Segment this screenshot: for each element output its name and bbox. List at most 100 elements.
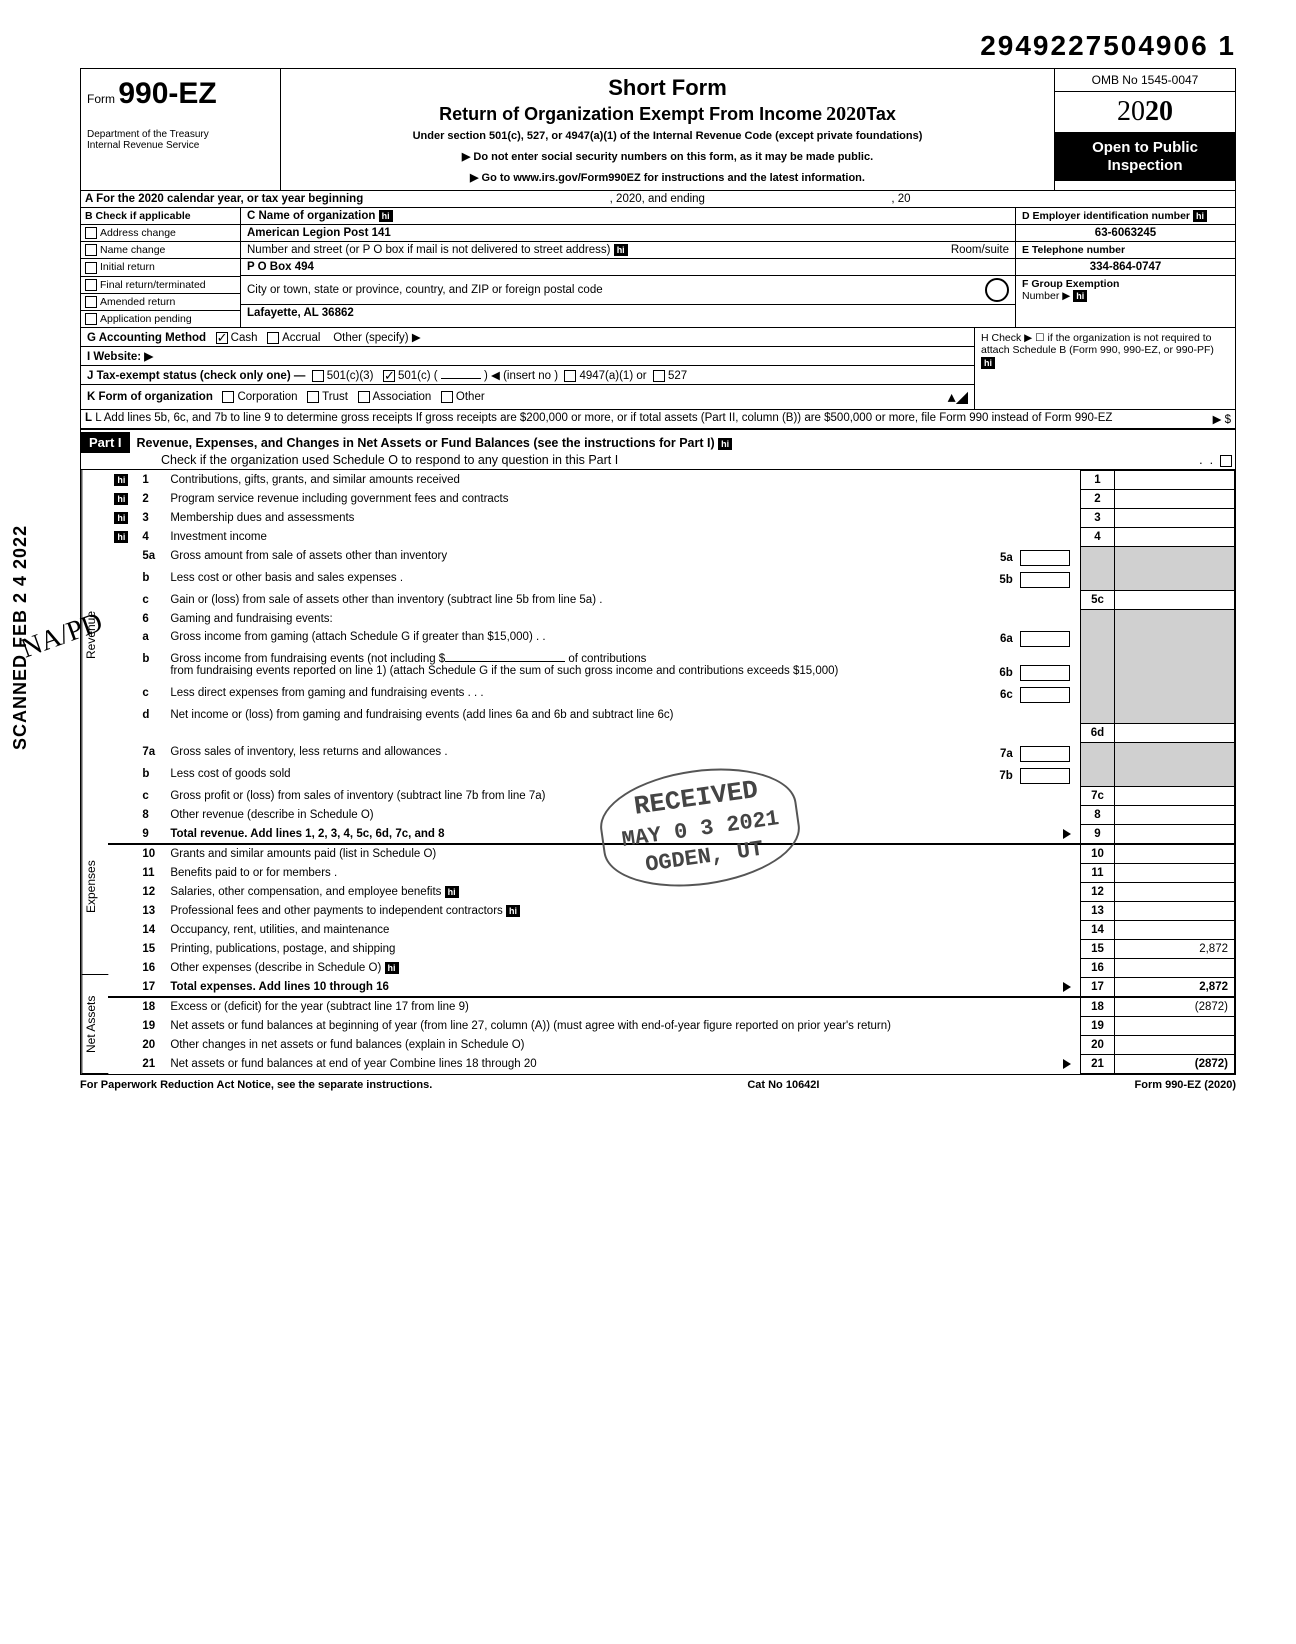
top-document-id: 2949227504906 1 [80,30,1236,62]
line-k: K Form of organization Corporation Trust… [81,385,974,409]
row-e: E Telephone number [1016,242,1235,259]
i-label: I Website: ▶ [87,349,153,363]
city-label: City or town, state or province, country… [247,284,603,296]
k-assoc: Association [373,391,432,403]
footer-right: Form 990-EZ (2020) [1135,1079,1236,1091]
g-other: Other (specify) ▶ [333,332,420,344]
g-label: G Accounting Method [87,332,206,344]
line-4: Investment income [164,528,1080,547]
line-a-mid: , 2020, and ending [610,193,705,205]
help-icon: hi [385,962,399,974]
k-hand-arrow: ▴◢ [948,387,968,407]
lines-table: hi1Contributions, gifts, grants, and sim… [108,470,1235,1074]
line-19: Net assets or fund balances at beginning… [164,1017,1080,1036]
line-l: L L Add lines 5b, 6c, and 7b to line 9 t… [81,410,1235,429]
chk-527[interactable] [653,370,665,382]
line-7c: Gross profit or (loss) from sales of inv… [164,787,1080,806]
title-return-b: Tax [866,104,896,124]
col-cd: C Name of organization hi American Legio… [241,208,1015,327]
dept-irs: Internal Revenue Service [87,140,274,151]
line-6a: Gross income from gaming (attach Schedul… [170,631,545,643]
line-7a: Gross sales of inventory, less returns a… [170,746,447,758]
handwritten-year: 2020 [826,103,866,126]
row-d: D Employer identification number hi [1016,208,1235,225]
chk-application-pending[interactable]: Application pending [81,311,240,327]
chk-initial-return[interactable]: Initial return [81,259,240,276]
line-g: G Accounting Method Cash Accrual Other (… [81,328,974,347]
help-icon: hi [114,474,128,486]
col-b: B Check if applicable Address change Nam… [81,208,241,327]
help-icon: hi [114,531,128,543]
line-j: J Tax-exempt status (check only one) — 5… [81,366,974,385]
header-middle: Short Form Return of Organization Exempt… [281,69,1055,190]
ein-row: 63-6063245 [1016,225,1235,242]
line-11: Benefits paid to or for members . [164,864,1080,883]
line-h: H Check ▶ ☐ if the organization is not r… [975,328,1235,409]
line-12: Salaries, other compensation, and employ… [170,886,441,898]
chk-schedule-o[interactable] [1220,455,1232,467]
line-21: Net assets or fund balances at end of ye… [170,1058,536,1070]
g-accrual: Accrual [282,332,320,344]
help-icon: hi [506,905,520,917]
side-expenses: Expenses [81,800,108,975]
help-icon: hi [981,357,995,369]
f-label2: Number ▶ [1022,290,1070,302]
line-8: Other revenue (describe in Schedule O) [164,806,1080,825]
box-b-header: B Check if applicable [81,208,240,225]
j-527: 527 [668,370,687,382]
city-value: Lafayette, AL 36862 [247,307,354,319]
help-icon: hi [379,210,393,222]
open-line1: Open to Public [1059,139,1231,157]
chk-accrual[interactable] [267,332,279,344]
chk-other[interactable] [441,391,453,403]
line-7b: Less cost of goods sold [170,768,290,780]
street-label-row: Number and street (or P O box if mail is… [241,242,1015,259]
title-return: Return of Organization Exempt From Incom… [291,103,1044,126]
j-label: J Tax-exempt status (check only one) — [87,370,305,382]
line-a-suffix: , 20 [891,193,910,205]
chk-name-change[interactable]: Name change [81,242,240,259]
line-6c: Less direct expenses from gaming and fun… [170,687,483,699]
part1-tag: Part I [81,432,130,453]
line-3: Membership dues and assessments [164,509,1080,528]
line-6b-b: of contributions [568,653,646,665]
line-15: Printing, publications, postage, and shi… [164,940,1080,959]
j-4947: 4947(a)(1) or [579,370,646,382]
line-6d: Net income or (loss) from gaming and fun… [164,706,1080,724]
j-insertno: ) ◀ (insert no ) [484,370,558,382]
phone-row: 334-864-0747 [1016,259,1235,276]
k-trust: Trust [322,391,348,403]
org-name: American Legion Post 141 [247,227,391,239]
amt-18: (2872) [1115,997,1235,1017]
row-f: F Group Exemption Number ▶ hi [1016,276,1235,304]
side-netassets: Net Assets [81,975,108,1074]
row-c-name: C Name of organization hi [241,208,1015,225]
line-5b: Less cost or other basis and sales expen… [170,572,403,584]
chk-cash[interactable] [216,332,228,344]
chk-final-return[interactable]: Final return/terminated [81,277,240,294]
chk-assoc[interactable] [358,391,370,403]
department: Department of the Treasury Internal Reve… [87,129,274,151]
room-label: Room/suite [951,244,1009,256]
form-number-value: 990-EZ [118,77,216,110]
open-to-public: Open to Public Inspection [1055,133,1235,181]
chk-corp[interactable] [222,391,234,403]
form-header: Form 990-EZ Department of the Treasury I… [81,69,1235,191]
line-a-prefix: A For the 2020 calendar year, or tax yea… [85,193,363,205]
chk-4947[interactable] [564,370,576,382]
part1-header: Part I Revenue, Expenses, and Changes in… [81,429,1235,470]
line-6: Gaming and fundraising events: [164,610,1080,628]
chk-501c3[interactable] [312,370,324,382]
section-bcdef: B Check if applicable Address change Nam… [81,208,1235,328]
dept-treasury: Department of the Treasury [87,129,274,140]
chk-amended-return[interactable]: Amended return [81,294,240,311]
header-left: Form 990-EZ Department of the Treasury I… [81,69,281,190]
title-return-a: Return of Organization Exempt From Incom… [439,104,822,124]
chk-address-change[interactable]: Address change [81,225,240,242]
tax-year: 2020 [1055,92,1235,133]
chk-501c[interactable] [383,370,395,382]
line-14: Occupancy, rent, utilities, and maintena… [164,921,1080,940]
chk-trust[interactable] [307,391,319,403]
line-18: Excess or (deficit) for the year (subtra… [164,997,1080,1017]
line-5c: Gain or (loss) from sale of assets other… [164,591,1080,610]
